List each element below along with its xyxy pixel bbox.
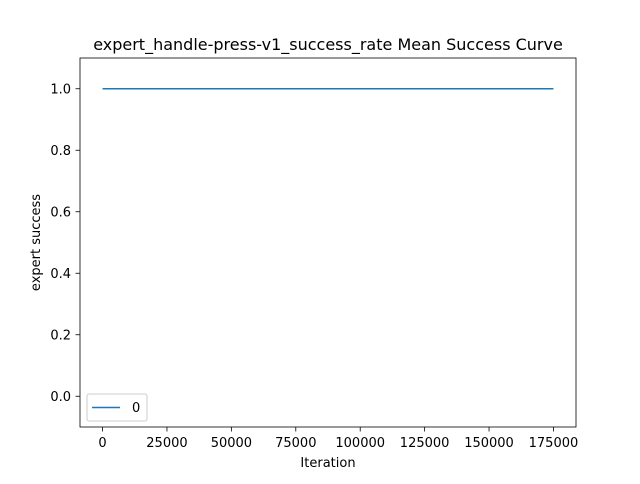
y-axis-ticks: 0.0 0.2 0.4 0.6 0.8 1.0 (50, 82, 80, 405)
x-axis-ticks: 0 25000 50000 75000 100000 125000 150000 175000 (98, 427, 578, 451)
legend: 0 (86, 393, 148, 422)
x-tick-label: 50000 (211, 436, 252, 451)
plot-area (80, 58, 576, 427)
x-tick-label: 125000 (400, 436, 450, 451)
y-tick-label: 0.0 (50, 390, 71, 405)
x-tick-label: 175000 (529, 436, 579, 451)
plot-frame (79, 57, 577, 428)
chart-title: expert_handle-press-v1_success_rate Mean… (93, 35, 563, 55)
x-tick-label: 100000 (335, 436, 385, 451)
y-tick-label: 0.4 (50, 267, 71, 282)
x-tick-label: 75000 (275, 436, 316, 451)
x-tick-label: 25000 (146, 436, 187, 451)
y-tick-label: 0.2 (50, 328, 71, 343)
legend-label: 0 (132, 401, 140, 416)
y-axis-label: expert success (29, 194, 44, 291)
y-tick-label: 0.6 (50, 205, 71, 220)
x-tick-label: 150000 (464, 436, 514, 451)
x-axis-label: Iteration (300, 456, 355, 471)
y-tick-label: 0.8 (50, 144, 71, 159)
x-tick-label: 0 (98, 436, 106, 451)
y-tick-label: 1.0 (50, 82, 71, 97)
